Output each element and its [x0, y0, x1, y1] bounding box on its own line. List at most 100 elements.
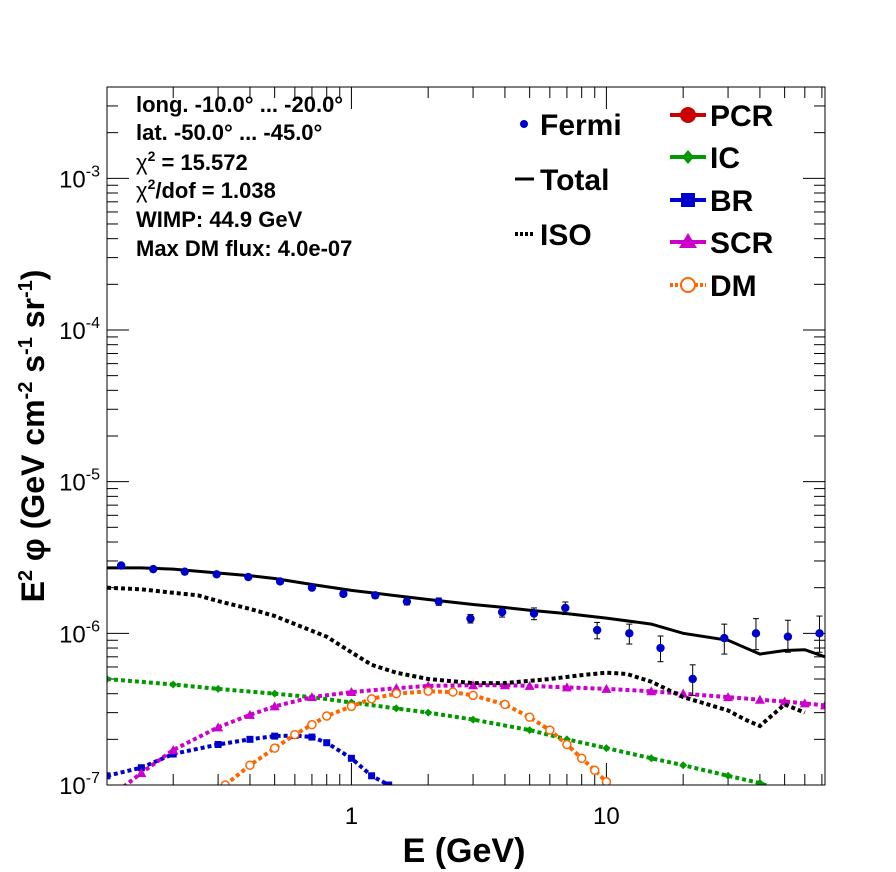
point-dm [391, 688, 402, 699]
data-point-fermi [180, 567, 189, 576]
point-br [368, 772, 376, 780]
series-line-ic [107, 677, 772, 785]
point-ic [392, 704, 401, 713]
point-scr [306, 692, 317, 702]
point-dm [290, 729, 300, 740]
legend-label-ic: IC [710, 142, 740, 175]
point-dm [269, 743, 280, 753]
data-point-fermi [561, 603, 570, 613]
point-br [347, 754, 355, 762]
legend-marker-fermi [520, 120, 528, 128]
point-scr [723, 692, 734, 702]
point-dm [423, 686, 433, 697]
point-ic [169, 680, 178, 689]
point-dm [307, 719, 317, 730]
point-dm [346, 701, 357, 712]
point-dm [545, 725, 555, 735]
x-tick-label: 1 [345, 803, 358, 830]
legend-marker-scr [679, 233, 697, 248]
legend-label-fermi: Fermi [540, 109, 622, 142]
legend-marker-br [681, 193, 695, 207]
data-point-fermi [497, 607, 507, 617]
point-scr [468, 680, 479, 690]
legend-label-iso: ISO [540, 219, 592, 252]
point-ic [602, 744, 611, 753]
minor-ticks [107, 86, 825, 786]
data-point-fermi [116, 561, 126, 570]
data-point-fermi [244, 572, 253, 582]
point-scr [168, 745, 179, 755]
data-point-fermi [720, 633, 729, 643]
data-point-fermi [371, 591, 380, 600]
point-ic [755, 779, 764, 785]
point-scr [646, 686, 657, 696]
legend-label-total: Total [540, 164, 609, 197]
y-tick-label: 10-5 [59, 467, 100, 497]
series-line-scr [122, 683, 825, 785]
data-point-fermi [783, 632, 793, 641]
point-ic [679, 761, 688, 770]
point-ic [724, 771, 733, 780]
data-point-fermi [275, 577, 285, 586]
point-dm [576, 753, 587, 764]
info-text: long. -10.0° ... -20.0° lat. -50.0° ... … [136, 92, 352, 261]
data-point-fermi [529, 609, 539, 618]
point-dm [589, 765, 600, 776]
x-tick-label: 10 [593, 803, 620, 830]
point-scr [601, 683, 612, 693]
info-latitude: lat. -50.0° ... -45.0° [136, 120, 322, 145]
y-tick-label: 10-4 [59, 315, 100, 345]
point-dm [524, 712, 535, 722]
point-dm [448, 687, 458, 697]
point-dm [562, 739, 572, 750]
legend-label-scr: SCR [710, 227, 774, 260]
point-br [214, 740, 222, 748]
data-point-fermi [212, 570, 221, 579]
point-ic [525, 726, 534, 735]
series-line-total [107, 566, 825, 659]
data-point-fermi [402, 597, 412, 606]
point-ic [107, 674, 111, 683]
y-axis-title: E2 φ (GeV cm-2 s-1 sr-1) [15, 270, 51, 603]
legend-label-br: BR [710, 185, 754, 218]
point-scr [269, 701, 280, 711]
point-ic [424, 708, 433, 717]
point-scr [244, 709, 255, 719]
data-point-fermi [149, 564, 158, 574]
tick-labels: 1 10 10-7 10-6 10-5 10-4 10-3 [59, 163, 620, 830]
point-scr [136, 767, 147, 777]
series-layer [107, 561, 825, 785]
y-tick-label: 10-7 [59, 770, 100, 800]
series-line-dm [223, 689, 613, 785]
data-point-fermi [625, 629, 634, 638]
point-scr [820, 700, 825, 710]
point-dm [468, 690, 478, 701]
point-scr [799, 698, 810, 708]
point-br [323, 739, 331, 747]
data-point-fermi [339, 589, 348, 599]
data-point-fermi [307, 583, 317, 592]
legend-marker-pcr [680, 107, 696, 123]
point-br [271, 732, 279, 740]
info-longitude: long. -10.0° ... -20.0° [136, 92, 343, 117]
data-point-fermi [466, 614, 475, 623]
point-scr [524, 680, 535, 690]
data-point-fermi [434, 597, 443, 606]
legend: Fermi Total ISO PCR IC BR SCR DM [515, 100, 774, 303]
point-scr [213, 722, 224, 732]
point-dm [366, 694, 377, 704]
info-wimp: WIMP: 44.9 GeV [136, 207, 303, 232]
x-axis-title: E (GeV) [403, 832, 526, 870]
data-point-fermi [751, 629, 761, 638]
y-tick-label: 10-6 [59, 618, 100, 648]
plot-frame [106, 86, 826, 786]
series-line-iso [107, 585, 806, 729]
point-br [385, 781, 393, 785]
point-ic [647, 754, 656, 763]
point-ic [270, 689, 279, 698]
point-dm [220, 780, 230, 785]
data-point-fermi [688, 674, 697, 684]
point-br [137, 764, 145, 772]
data-point-fermi [656, 643, 665, 653]
